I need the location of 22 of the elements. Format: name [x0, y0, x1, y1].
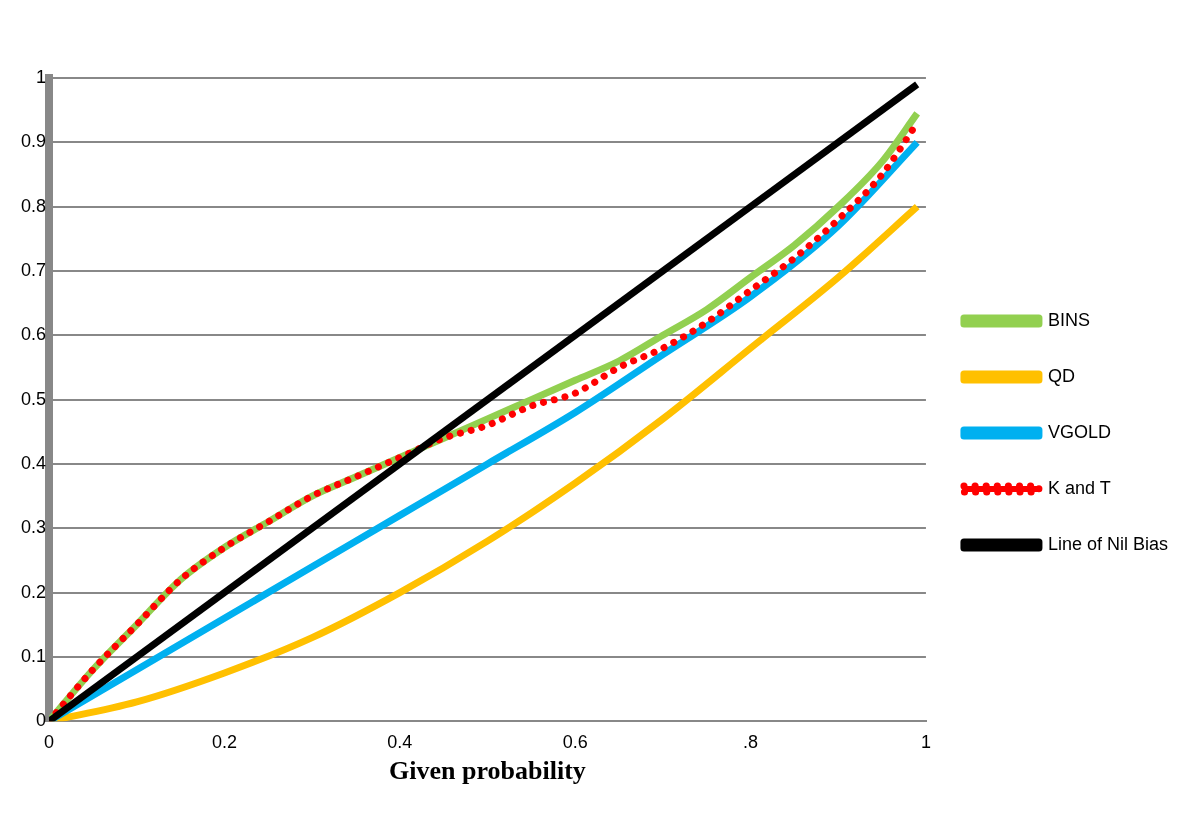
x-axis-title: Given probability	[389, 756, 586, 786]
x-tick-label: 0.2	[211, 731, 237, 752]
y-tick-label: 0.1	[20, 645, 47, 666]
legend-label: BINS	[1047, 309, 1090, 330]
y-tick-label: 0.6	[20, 324, 47, 345]
y-tick-label: 0.5	[20, 388, 47, 409]
legend-label: K and T	[1047, 477, 1111, 498]
y-tick-label: 0.4	[20, 452, 47, 473]
y-tick-label: 0.9	[20, 131, 47, 152]
y-tick-label: 1	[36, 66, 47, 87]
legend-label: QD	[1047, 365, 1075, 386]
x-tick-label: 0.4	[387, 731, 413, 752]
y-tick-label: 0.2	[20, 581, 47, 602]
legend-label: Line of Nil Bias	[1047, 533, 1168, 554]
y-tick-label: 0.7	[20, 259, 47, 280]
y-tick-label: 0	[36, 710, 47, 731]
y-tick-label: 0.3	[20, 517, 47, 538]
x-tick-label: 0.6	[562, 731, 588, 752]
y-tick-label: 0.8	[20, 195, 47, 216]
legend-label: VGOLD	[1047, 421, 1111, 442]
x-tick-label: 1	[920, 731, 931, 752]
x-tick-label: .8	[743, 731, 759, 752]
